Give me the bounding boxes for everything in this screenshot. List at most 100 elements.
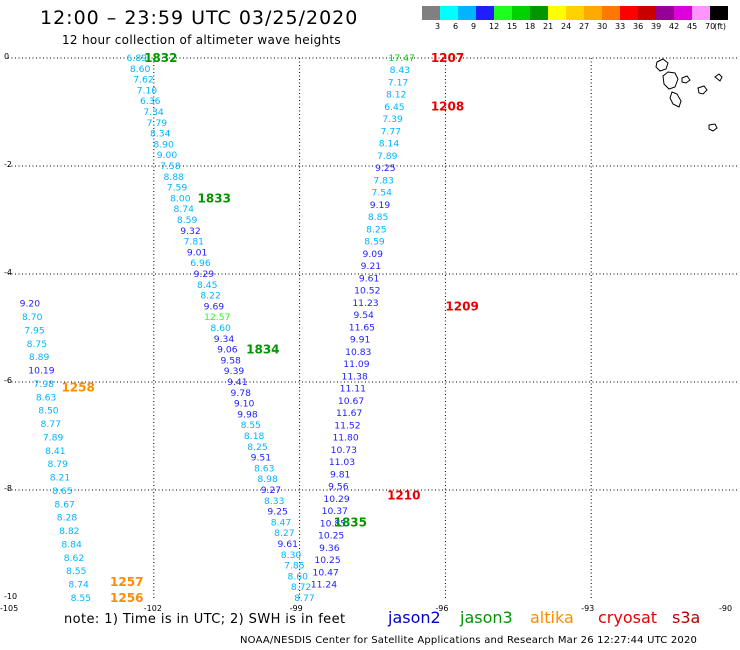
color-swatch bbox=[656, 6, 674, 20]
wave-height-label: 12.57 bbox=[204, 312, 230, 323]
wave-height-label: 8.55 bbox=[71, 593, 92, 604]
color-scale-label: 36 bbox=[633, 22, 644, 31]
wave-height-label: 9.61 bbox=[359, 273, 379, 284]
wave-height-label: 8.55 bbox=[66, 566, 87, 577]
wave-height-label: 8.33 bbox=[264, 496, 285, 507]
wave-height-label: 11.11 bbox=[340, 384, 366, 395]
island-outline bbox=[655, 58, 669, 72]
wave-height-label: 10.37 bbox=[322, 506, 348, 517]
wave-height-label: 8.67 bbox=[54, 499, 75, 510]
wave-height-label: 9.25 bbox=[375, 163, 396, 174]
wave-height-label: 8.63 bbox=[36, 392, 57, 403]
wave-height-label: 9.91 bbox=[350, 335, 370, 346]
wave-height-label: 10.73 bbox=[331, 445, 357, 456]
wave-height-label: 8.90 bbox=[153, 139, 174, 150]
wave-height-label: 7.79 bbox=[147, 118, 168, 129]
wave-height-label: 7.77 bbox=[381, 126, 402, 137]
color-scale-label: 15 bbox=[507, 22, 518, 31]
lat-tick-label: -4 bbox=[4, 268, 12, 277]
wave-height-label: 6.96 bbox=[190, 258, 211, 269]
wave-height-label: 8.25 bbox=[247, 442, 268, 453]
island-outline bbox=[669, 91, 682, 108]
color-scale-label: (ft) bbox=[714, 22, 727, 31]
wave-height-label: 9.09 bbox=[362, 249, 383, 260]
wave-height-label: 9.39 bbox=[224, 366, 245, 377]
color-scale-label: 6 bbox=[453, 22, 459, 31]
pass-time-label: 1834 bbox=[246, 343, 279, 357]
wave-height-label: 7.17 bbox=[388, 77, 409, 88]
wave-height-label: 10.25 bbox=[314, 555, 340, 566]
color-scale-label: 12 bbox=[489, 22, 500, 31]
island-outline bbox=[714, 73, 723, 82]
color-scale-bar bbox=[422, 6, 728, 20]
wave-height-label: 10.29 bbox=[323, 494, 349, 505]
wave-height-label: 8.43 bbox=[390, 65, 411, 76]
color-scale-label: 27 bbox=[579, 22, 590, 31]
color-scale-label: 9 bbox=[471, 22, 477, 31]
wave-height-label: 8.77 bbox=[294, 593, 315, 604]
wave-height-label: 11.80 bbox=[332, 433, 358, 444]
pass-time-label: 1258 bbox=[61, 380, 94, 394]
color-swatch bbox=[638, 6, 656, 20]
wave-height-label: 8.85 bbox=[368, 212, 389, 223]
pass-time-label: 1256 bbox=[110, 591, 143, 605]
pass-time-label: 1207 bbox=[431, 51, 464, 65]
wave-height-label: 9.36 bbox=[319, 543, 340, 554]
color-scale-label: 39 bbox=[651, 22, 662, 31]
wave-height-label: 9.41 bbox=[227, 377, 247, 388]
wave-height-label: 9.01 bbox=[187, 247, 207, 258]
wave-height-label: 8.59 bbox=[177, 215, 198, 226]
color-scale-label: 42 bbox=[669, 22, 680, 31]
color-swatch bbox=[422, 6, 440, 20]
wave-height-label: 8.25 bbox=[366, 224, 387, 235]
wave-height-label: 9.32 bbox=[180, 226, 200, 237]
lon-tick-label: -96 bbox=[435, 604, 448, 613]
lat-tick-label: -8 bbox=[4, 484, 12, 493]
wave-height-label: 6.36 bbox=[140, 96, 161, 107]
wave-height-label: 8.47 bbox=[271, 517, 292, 528]
wave-height-label: 9.78 bbox=[231, 388, 252, 399]
wave-height-label: 8.50 bbox=[38, 406, 59, 417]
page-title: 12:00 – 23:59 UTC 03/25/2020 bbox=[40, 7, 359, 29]
legend-jason2: jason2 bbox=[388, 608, 441, 627]
wave-height-label: 9.25 bbox=[267, 507, 288, 518]
pass-time-label: 1210 bbox=[387, 488, 420, 502]
color-swatch bbox=[692, 6, 710, 20]
wave-height-label: 7.85 bbox=[284, 561, 305, 572]
color-swatch bbox=[566, 6, 584, 20]
wave-height-label: 9.27 bbox=[261, 485, 282, 496]
color-scale-label: 18 bbox=[525, 22, 536, 31]
wave-height-label: 10.52 bbox=[354, 286, 380, 297]
legend-cryosat: cryosat bbox=[598, 608, 658, 627]
lon-tick-label: -99 bbox=[290, 604, 303, 613]
wave-height-label: 8.77 bbox=[41, 419, 62, 430]
wave-height-label: 11.23 bbox=[352, 298, 378, 309]
wave-height-label: 8.21 bbox=[50, 473, 70, 484]
page-subtitle: 12 hour collection of altimeter wave hei… bbox=[62, 33, 341, 47]
wave-height-label: 7.98 bbox=[34, 379, 55, 390]
legend-altika: altika bbox=[530, 608, 574, 627]
wave-height-label: 8.45 bbox=[197, 280, 218, 291]
lon-tick-label: -93 bbox=[581, 604, 594, 613]
wave-height-label: 8.63 bbox=[254, 463, 275, 474]
wave-height-label: 9.98 bbox=[237, 409, 258, 420]
color-swatch bbox=[620, 6, 638, 20]
color-swatch bbox=[440, 6, 458, 20]
pass-time-label: 1832 bbox=[144, 51, 177, 65]
wave-height-label: 9.56 bbox=[328, 482, 349, 493]
wave-height-label: 10.67 bbox=[338, 396, 364, 407]
wave-height-label: 7.89 bbox=[377, 151, 398, 162]
color-scale-label: 24 bbox=[561, 22, 572, 31]
color-scale-label: 30 bbox=[597, 22, 608, 31]
island-outline bbox=[708, 123, 718, 132]
wave-height-label: 8.84 bbox=[61, 539, 82, 550]
footer-note: note: 1) Time is in UTC; 2) SWH is in fe… bbox=[64, 612, 346, 627]
wave-height-label: 8.62 bbox=[64, 553, 84, 564]
wave-height-label: 8.88 bbox=[163, 172, 184, 183]
wave-height-label: 11.52 bbox=[334, 420, 360, 431]
lon-tick-label: -102 bbox=[144, 604, 162, 613]
color-swatch bbox=[710, 6, 728, 20]
color-swatch bbox=[476, 6, 494, 20]
wave-height-label: 7.89 bbox=[43, 432, 64, 443]
wave-height-label: 10.85 bbox=[320, 518, 346, 529]
